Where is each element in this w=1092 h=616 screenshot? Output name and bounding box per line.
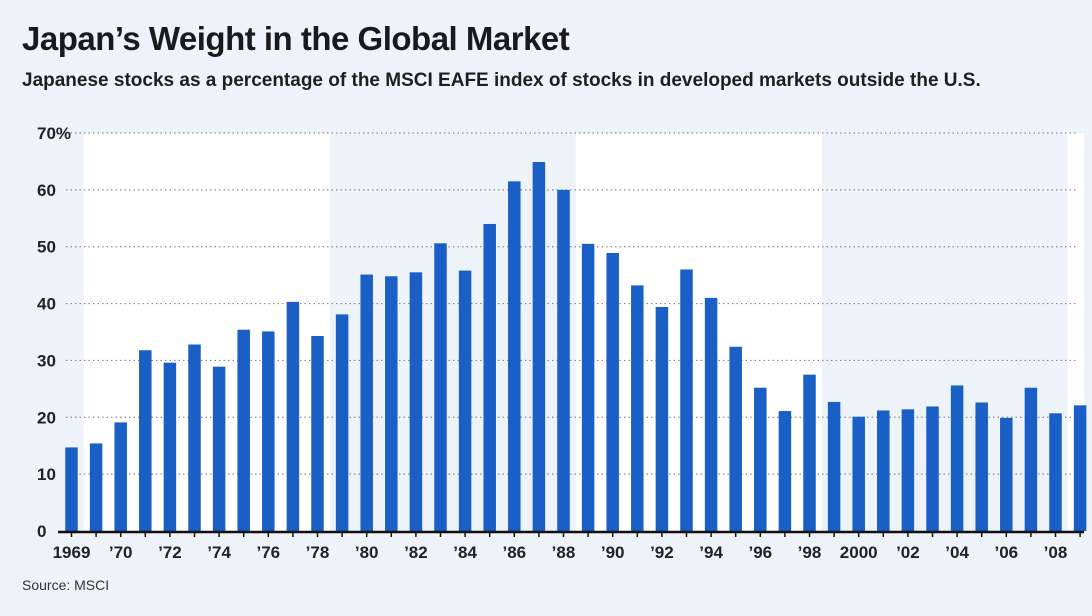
bar-1997 [754,387,767,531]
bar-1990 [581,243,595,531]
x-tick-label: ’94 [699,543,723,562]
bar-1986 [483,223,496,531]
bar-2010 [1073,405,1087,531]
bar-1969 [65,447,78,531]
x-tick-label: ’08 [1044,543,1068,562]
bar-2004 [926,406,939,531]
bar-1987 [508,181,521,532]
bar-1984 [434,243,447,531]
x-tick-label: 1969 [53,543,91,562]
x-tick-label: ’92 [650,543,674,562]
x-tick-label: ’78 [306,543,330,562]
x-tick-label: ’02 [896,543,920,562]
bar-1995 [704,297,718,531]
chart-subtitle: Japanese stocks as a percentage of the M… [22,70,981,91]
bar-1992 [631,285,644,531]
chart-title: Japan’s Weight in the Global Market [22,20,570,57]
bar-1999 [803,374,816,531]
bar-1998 [778,411,792,531]
bar-1976 [237,329,250,531]
x-tick-label: ’86 [502,543,526,562]
bar-1978 [286,301,300,531]
bar-1985 [458,270,472,531]
bar-1975 [212,366,226,531]
x-tick-label: ’84 [453,543,477,562]
bar-1971 [114,422,127,531]
y-tick-label: 20 [37,408,56,427]
bar-1977 [262,331,275,531]
x-tick-label: ’82 [404,543,428,562]
y-tick-label: 40 [37,295,56,314]
x-axis-labels: 1969 ’70 ’72 ’74 ’76 ’78 ’80 ’82 ’84 ’86 ’88 ’90 ’92… [53,543,1068,562]
source-note: Source: MSCI [22,577,110,593]
x-tick-label: ’90 [601,543,625,562]
y-tick-label: 10 [37,465,56,484]
bar-1973 [163,362,177,531]
bar-2003 [901,409,915,531]
bar-1980 [335,314,349,531]
y-tick-label: 30 [37,351,56,370]
x-tick-label: ’72 [158,543,182,562]
y-axis-labels: 0 10 20 30 40 50 60 70% [37,124,71,541]
y-tick-label: 60 [37,181,56,200]
bars [65,161,1087,532]
bar-1979 [311,335,324,531]
x-tick-label: ’96 [748,543,772,562]
x-tick-label: ’88 [552,543,576,562]
bar-2007 [1000,417,1013,531]
x-tick-label: ’80 [355,543,379,562]
x-tick-label: ’06 [994,543,1018,562]
x-tick-label: ’70 [109,543,133,562]
bar-1974 [188,344,201,531]
bar-1988 [532,161,546,532]
bar-1991 [606,252,619,531]
x-tick-label: ’74 [207,543,231,562]
x-tick-label: 2000 [840,543,878,562]
bar-1989 [557,189,570,531]
bar-1994 [680,269,693,531]
bar-1983 [409,272,423,531]
bar-1993 [655,306,669,531]
y-tick-label: 70% [37,124,71,143]
bar-1970 [89,443,103,531]
bar-2008 [1024,387,1038,531]
bar-1981 [360,274,373,531]
x-axis [58,530,1084,537]
y-tick-label: 0 [37,522,46,541]
bar-2001 [852,416,865,531]
bar-1996 [729,346,742,531]
bar-2006 [975,402,988,531]
bar-2002 [877,410,890,531]
bar-2009 [1049,413,1062,531]
bar-1972 [139,350,152,531]
x-tick-label: ’04 [945,543,969,562]
bar-1982 [385,276,398,531]
bar-2000 [827,401,841,531]
bar-2005 [950,385,964,531]
x-tick-label: ’76 [256,543,280,562]
y-tick-label: 50 [37,238,56,257]
x-tick-label: ’98 [798,543,822,562]
